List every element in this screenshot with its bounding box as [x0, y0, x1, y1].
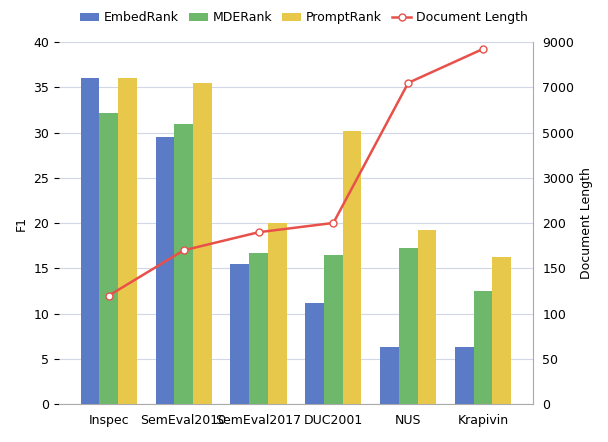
Document Length [404, 80, 412, 85]
Document Length [480, 46, 487, 52]
Bar [418, 229, 437, 404]
Bar [380, 347, 399, 404]
Bar [249, 253, 268, 404]
Bar [305, 303, 324, 404]
Bar [230, 264, 249, 404]
Bar [492, 257, 511, 404]
Bar [99, 113, 118, 404]
Bar [118, 78, 137, 404]
Bar [193, 83, 212, 404]
Bar [156, 137, 174, 404]
Bar [81, 78, 99, 404]
Bar [455, 347, 474, 404]
Bar [174, 124, 193, 404]
Legend: EmbedRank, MDERank, PromptRank, Document Length: EmbedRank, MDERank, PromptRank, Document… [75, 6, 533, 29]
Line: Document Length: Document Length [105, 46, 486, 299]
Document Length [330, 220, 337, 225]
Bar [399, 248, 418, 404]
Document Length [105, 293, 112, 298]
Y-axis label: F1: F1 [15, 216, 28, 231]
Bar [324, 255, 343, 404]
Document Length [255, 229, 262, 235]
Document Length [180, 248, 187, 253]
Y-axis label: Document Length: Document Length [580, 167, 593, 279]
Bar [268, 223, 286, 404]
Bar [343, 131, 361, 404]
Bar [474, 291, 492, 404]
